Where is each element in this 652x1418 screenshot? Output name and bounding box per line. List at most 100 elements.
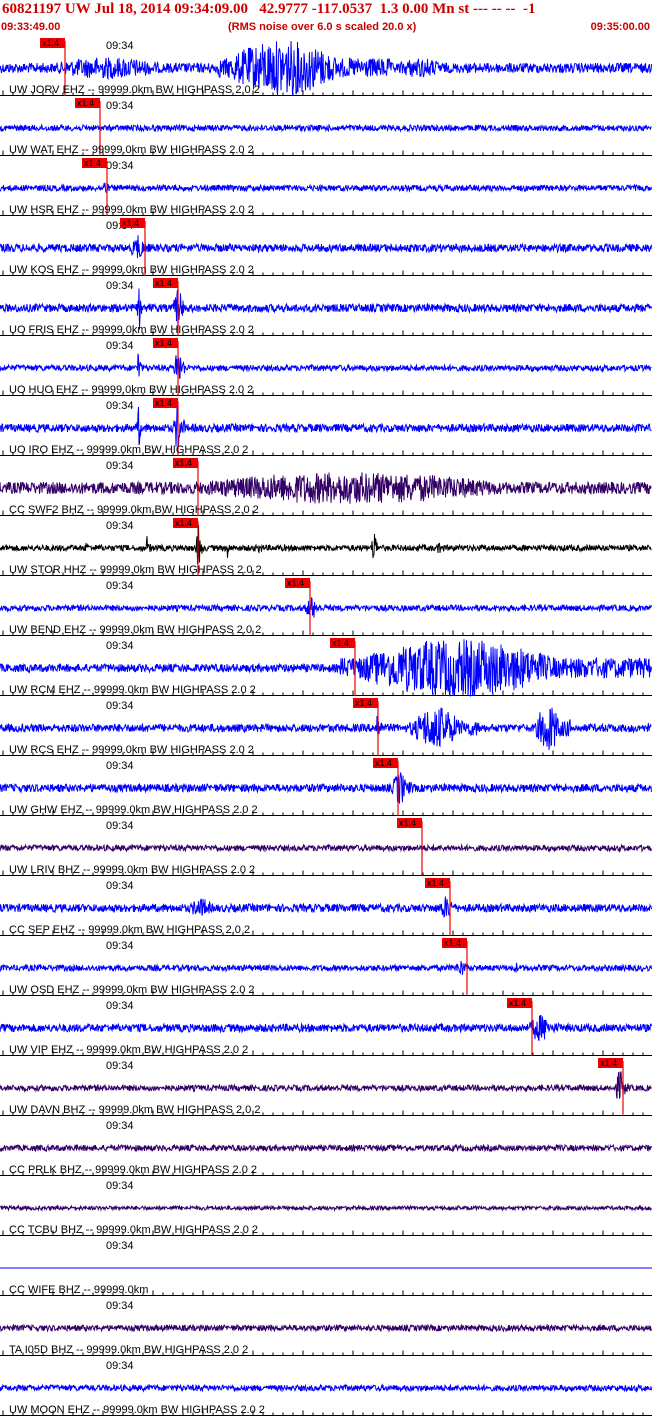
waveform-trace [0,406,652,447]
station-label: UW RCM EHZ -- 99999.0km BW HIGHPASS 2.0 … [9,684,256,696]
pick-label: x1.4 [332,638,349,648]
station-label: UW WAT EHZ -- 99999.0km BW HIGHPASS 2.0 … [9,144,254,156]
station-label: UW OSD EHZ -- 99999.0km BW HIGHPASS 2.0 … [9,984,255,996]
station-label: UW JORV EHZ -- 99999.0km BW HIGHPASS 2.0… [9,84,260,96]
pick-flag [285,578,310,588]
waveform-trace [0,182,652,193]
waveform-trace [0,597,652,618]
waveform-trace [0,843,652,853]
station-label: UO IRO EHZ -- 99999.0km BW HIGHPASS 2.0 … [9,444,248,456]
waveform-trace [0,123,652,133]
pick-label: x1.4 [122,218,139,228]
minute-label: 09:34 [106,1000,134,1012]
minute-label: 09:34 [106,640,134,652]
minute-label: 09:34 [106,1300,134,1312]
minute-label: 09:34 [106,160,134,172]
pick-label: x1.4 [175,458,192,468]
pick-flag [40,38,65,48]
header: 60821197 UW Jul 18, 2014 09:34:09.00 42.… [0,0,652,36]
pick-label: x1.4 [427,878,444,888]
minute-label: 09:34 [106,100,134,112]
station-label: UW VIP EHZ -- 99999.0km BW HIGHPASS 2.0 … [9,1044,248,1056]
pick-label: x1.4 [355,698,372,708]
pick-flag [442,938,467,948]
pick-label: x1.4 [155,278,172,288]
minute-label: 09:34 [106,40,134,52]
station-label: UW DAVN BHZ -- 99999.0km BW HIGHPASS 2.0… [9,1104,260,1116]
station-label: UW MOON EHZ -- 99999.0km BW HIGHPASS 2.0… [9,1404,265,1416]
time-ticks [2,930,644,936]
waveform-trace [0,1071,652,1099]
station-label: UW STOR HHZ -- 99999.0km BW HIGHPASS 2.0… [9,564,262,576]
station-label: CC SEP EHZ -- 99999.0km BW HIGHPASS 2.0 … [9,924,250,936]
end-time: 09:35:00.00 [590,21,650,33]
time-ticks [2,390,644,396]
minute-label: 09:34 [106,940,134,952]
minute-label: 09:34 [106,580,134,592]
pick-label: x1.4 [77,98,94,108]
time-ticks [2,1230,644,1236]
pick-flag [173,518,198,528]
pick-flag [330,638,355,648]
time-ticks [2,210,644,216]
start-time: 09:33:49.00 [1,21,61,33]
pick-flag [82,158,107,168]
minute-label: 09:34 [106,1180,134,1192]
pick-flag [397,818,422,828]
pick-label: x1.4 [84,158,101,168]
waveform-trace [0,1015,652,1041]
minute-label: 09:34 [106,1360,134,1372]
time-ticks [2,510,644,516]
time-ticks [2,1050,644,1056]
pick-label: x1.4 [509,998,526,1008]
minute-label: 09:34 [106,460,134,472]
scale-note: (RMS noise over 6.0 s scaled 20.0 x) [228,21,417,33]
time-ticks [2,1350,644,1356]
station-label: UW RCS EHZ -- 99999.0km BW HIGHPASS 2.0 … [9,744,254,756]
time-ticks [2,330,644,336]
station-label: CC WIFE BHZ -- 99999.0km [9,1284,148,1296]
station-label: CC PRLK BHZ -- 99999.0km BW HIGHPASS 2.0… [9,1164,257,1176]
seismogram-plot: 09:34 x1.4 UW JORV EHZ -- 99999.0km BW HIG… [0,38,652,1416]
station-label: UO HUO EHZ -- 99999.0km BW HIGHPASS 2.0 … [9,384,253,396]
waveform-trace [0,707,652,751]
station-label: UW KOS EHZ -- 99999.0km BW HIGHPASS 2.0 … [9,264,254,276]
pick-label: x1.4 [600,1058,617,1068]
time-ticks [2,570,644,576]
minute-label: 09:34 [106,1060,134,1072]
time-ticks [2,750,644,756]
time-ticks [2,1290,644,1296]
pick-flag [75,98,100,108]
pick-flag [598,1058,623,1068]
minute-label: 09:34 [106,400,134,412]
station-label: TA I05D BHZ -- 99999.0km BW HIGHPASS 2.0… [9,1344,248,1356]
minute-label: 09:34 [106,1120,134,1132]
event-title: 60821197 UW Jul 18, 2014 09:34:09.00 42.… [2,1,536,17]
time-ticks [2,870,644,876]
pick-flag [507,998,532,1008]
waveform-trace [0,40,652,96]
waveform-trace [0,1323,652,1333]
waveform-trace [0,639,652,697]
station-label: CC SWF2 BHZ -- 99999.0km BW HIGHPASS 2.0… [9,504,259,516]
station-label: CC TCBU BHZ -- 99999.0km BW HIGHPASS 2.0… [9,1224,258,1236]
minute-label: 09:34 [106,340,134,352]
pick-flag [153,338,178,348]
pick-flag [353,698,378,708]
waveform-trace [0,235,652,259]
time-ticks [2,1410,644,1416]
pick-label: x1.4 [444,938,461,948]
station-label: UO FRIS EHZ -- 99999.0km BW HIGHPASS 2.0… [9,324,254,336]
waveform-trace [0,524,652,565]
pick-flag [425,878,450,888]
time-ticks [2,1110,644,1116]
waveform-trace [0,1204,652,1212]
minute-label: 09:34 [106,280,134,292]
pick-label: x1.4 [42,38,59,48]
station-label: UW GHW EHZ -- 99999.0km BW HIGHPASS 2.0 … [9,804,258,816]
station-label: UW HSR EHZ -- 99999.0km BW HIGHPASS 2.0 … [9,204,254,216]
pick-flag [153,278,178,288]
time-ticks [2,450,644,456]
waveform-trace [0,772,652,804]
pick-label: x1.4 [175,518,192,528]
